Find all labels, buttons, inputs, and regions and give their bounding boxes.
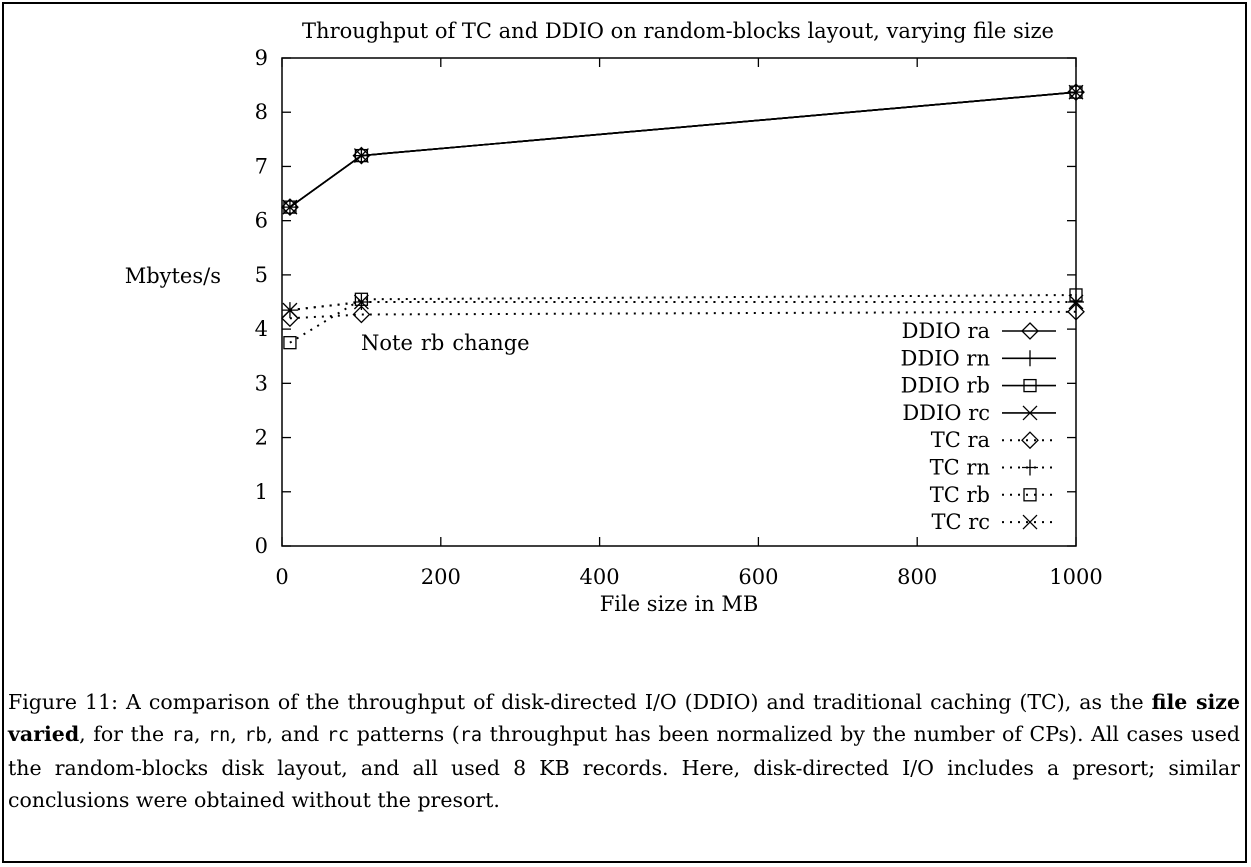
x-tick-label: 1000 <box>1049 565 1102 589</box>
axis-ticks: 0 200 400 600 800 1000 0 1 2 3 4 5 6 7 8 9 <box>255 46 1103 589</box>
legend-label-prefix: DDIO <box>902 319 968 343</box>
legend-marker <box>1021 431 1039 450</box>
y-tick-label: 5 <box>255 263 268 287</box>
legend-label-prefix: TC <box>930 456 967 480</box>
y-tick-label: 2 <box>255 426 268 450</box>
legend-label-pattern: rn <box>966 346 990 370</box>
caption-text: , <box>193 722 209 746</box>
caption-text: Figure 11: A comparison of the throughpu… <box>8 690 1152 714</box>
legend-label-pattern: rb <box>967 374 990 398</box>
legend-label-pattern: rc <box>968 401 990 425</box>
caption-code: rb <box>244 725 267 746</box>
y-tick-label: 6 <box>255 209 268 233</box>
note-annotation: Note rb change <box>361 331 530 355</box>
legend-label-prefix: DDIO <box>901 346 967 370</box>
series-line-ddio-rn <box>289 91 1077 208</box>
data-point-ddio-rb <box>283 200 297 214</box>
series-line-ddio-ra <box>289 91 1077 208</box>
legend-label-prefix: TC <box>931 510 968 534</box>
data-point-tc-ra <box>352 305 371 324</box>
legend-marker <box>1022 514 1038 530</box>
y-tick-label: 1 <box>255 480 268 504</box>
x-axis-label: File size in MB <box>600 592 759 616</box>
data-point-tc-rc <box>353 294 369 310</box>
data-point-ddio-rb <box>354 148 369 163</box>
legend-label: DDIO ra <box>902 319 990 343</box>
caption-text: patterns ( <box>349 722 460 746</box>
caption-text: , and <box>266 722 327 746</box>
data-point-tc-ra <box>1067 302 1085 321</box>
caption-code: ra <box>459 725 483 746</box>
caption-emphasis: file size varied <box>8 690 1240 746</box>
series-line-tc-rb <box>289 294 1077 344</box>
legend-marker <box>1022 405 1038 421</box>
caption-code: rn <box>208 725 231 746</box>
legend-label-prefix: DDIO <box>902 401 968 425</box>
note-prefix: Note <box>361 331 413 355</box>
legend-label-pattern: rn <box>966 456 990 480</box>
series-markers <box>281 83 1085 350</box>
legend-label: DDIO rn <box>901 346 990 370</box>
data-point-ddio-rc <box>353 148 369 164</box>
x-tick-label: 0 <box>275 565 288 589</box>
caption-text: , <box>230 722 245 746</box>
series-line-ddio-rc <box>289 91 1077 208</box>
legend-label: TC rb <box>930 483 990 507</box>
series-line-tc-rn <box>289 301 1076 312</box>
series-line-ddio-rb <box>289 91 1077 208</box>
caption-code: rc <box>326 725 350 746</box>
data-point-tc-rc <box>282 302 298 318</box>
series-line-tc-ra <box>289 310 1077 320</box>
legend-label: TC rc <box>931 510 990 534</box>
y-tick-label: 7 <box>255 154 268 178</box>
data-point-ddio-rc <box>282 199 298 215</box>
caption-text: , for the <box>79 722 172 746</box>
legend-label-pattern: rb <box>967 483 990 507</box>
data-point-ddio-rb <box>1069 85 1083 99</box>
note-code: rb <box>421 331 444 355</box>
data-point-tc-rc <box>1068 294 1084 310</box>
data-point-tc-rb <box>354 292 369 306</box>
y-tick-label: 4 <box>255 317 268 341</box>
legend-label-pattern: rc <box>968 510 990 534</box>
legend-label: TC ra <box>931 428 990 452</box>
legend-label-pattern: ra <box>967 319 990 343</box>
y-tick-label: 0 <box>255 534 268 558</box>
legend-marker <box>1023 378 1037 393</box>
legend-label-prefix: TC <box>930 483 967 507</box>
legend-marker <box>1023 488 1037 502</box>
caption-text: throughput has been normalized by the nu… <box>8 722 1240 812</box>
caption-code: ra <box>171 725 194 746</box>
legend-label-pattern: ra <box>967 428 990 452</box>
y-axis-label: Mbytes/s <box>125 264 221 288</box>
legend-marker <box>1022 350 1038 367</box>
x-tick-label: 600 <box>738 565 778 589</box>
legend-label: DDIO rb <box>901 374 990 398</box>
x-tick-label: 400 <box>580 565 620 589</box>
legend-label-prefix: DDIO <box>901 374 967 398</box>
data-point-tc-rb <box>1069 288 1083 302</box>
note-suffix: change <box>452 331 529 355</box>
y-tick-label: 3 <box>255 371 268 395</box>
series-line-tc-rc <box>289 301 1076 312</box>
data-point-tc-rb <box>283 336 297 350</box>
legend-marker <box>1021 322 1039 340</box>
legend-label-prefix: TC <box>931 428 968 452</box>
legend-label: DDIO rc <box>902 401 990 425</box>
chart-title: Throughput of TC and DDIO on random-bloc… <box>302 19 1054 43</box>
y-tick-label: 9 <box>255 46 268 70</box>
legend-label: TC rn <box>930 456 990 480</box>
figure-caption: Figure 11: A comparison of the throughpu… <box>8 686 1240 816</box>
data-point-ddio-rc <box>1068 84 1084 100</box>
series-lines <box>289 91 1077 344</box>
x-tick-label: 200 <box>421 565 461 589</box>
legend-marker <box>1022 459 1038 476</box>
y-tick-label: 8 <box>255 100 268 124</box>
chart: Throughput of TC and DDIO on random-bloc… <box>125 19 1103 616</box>
x-tick-label: 800 <box>897 565 937 589</box>
